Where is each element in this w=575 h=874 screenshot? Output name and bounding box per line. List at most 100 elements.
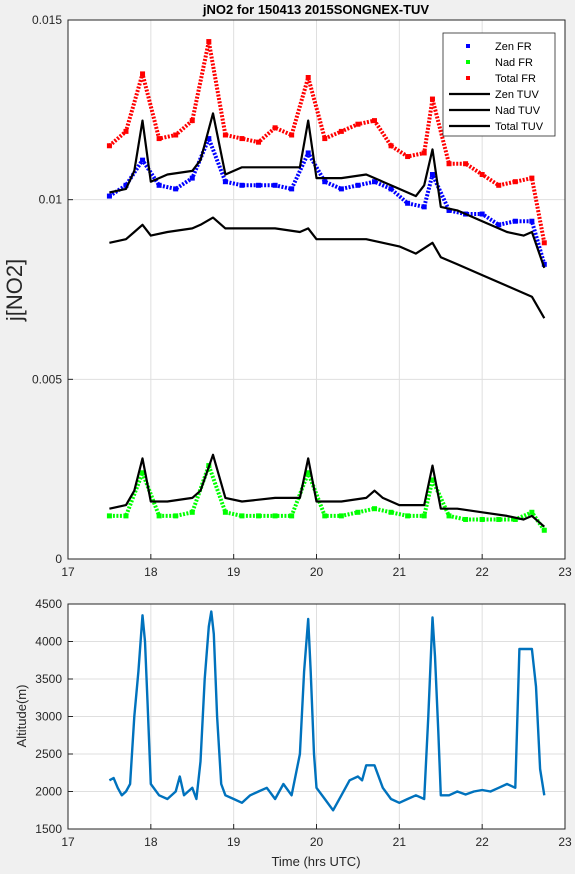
total-fr-point bbox=[388, 143, 394, 149]
zen-fr-band bbox=[108, 136, 547, 265]
y-tick-label: 0.015 bbox=[32, 13, 62, 27]
total-fr-point bbox=[463, 161, 469, 167]
top-legend: Zen FR Nad FR Total FR Zen TUV Nad TUV Total … bbox=[442, 32, 556, 137]
top-marks bbox=[106, 39, 547, 533]
nad-fr-band bbox=[109, 463, 546, 532]
bottom-y-axis-label: Altitude(m) bbox=[14, 685, 29, 748]
zen-tuv-line bbox=[109, 112, 546, 269]
zen-fr-point bbox=[541, 261, 547, 267]
y-tick-label: 1500 bbox=[35, 822, 62, 836]
x-tick-label: 17 bbox=[61, 835, 75, 849]
y-tick-label: 4500 bbox=[35, 597, 62, 611]
legend-box bbox=[442, 32, 556, 137]
y-tick-label: 0.005 bbox=[32, 372, 62, 386]
x-tick-label: 21 bbox=[393, 835, 407, 849]
x-tick-label: 18 bbox=[144, 835, 158, 849]
top-x-tick-labels: 17 18 19 20 21 22 23 bbox=[61, 565, 572, 579]
nad-fr-point bbox=[173, 513, 179, 519]
nad-fr-point bbox=[429, 477, 435, 483]
zen-fr-point bbox=[512, 218, 518, 224]
zen-fr-point bbox=[239, 182, 245, 188]
legend-items: Zen FR Nad FR Total FR Zen TUV Nad TUV Total … bbox=[449, 41, 544, 133]
total-fr-point bbox=[189, 118, 195, 124]
nad-fr-point bbox=[371, 506, 377, 512]
y-tick-label: 4000 bbox=[35, 635, 62, 649]
total-fr-point bbox=[446, 161, 452, 167]
nad-fr-point bbox=[479, 516, 485, 522]
nad-fr-legend-label: Nad FR bbox=[495, 57, 533, 69]
nad-fr-point bbox=[189, 509, 195, 515]
zen-fr-point bbox=[222, 179, 228, 185]
top-y-tick-labels: 0 0.005 0.01 0.015 bbox=[32, 13, 62, 566]
nad-fr-point bbox=[239, 513, 245, 519]
x-tick-label: 23 bbox=[558, 565, 572, 579]
y-tick-label: 0 bbox=[55, 552, 62, 566]
series-0-line bbox=[108, 610, 546, 812]
x-tick-label: 19 bbox=[227, 565, 241, 579]
nad-fr-point bbox=[541, 527, 547, 533]
total-fr-point bbox=[206, 39, 212, 45]
zen-fr-point bbox=[173, 186, 179, 192]
x-tick-label: 19 bbox=[227, 835, 241, 849]
zen-fr-point bbox=[156, 182, 162, 188]
nad-fr-series bbox=[106, 463, 547, 533]
x-tick-label: 17 bbox=[61, 565, 75, 579]
total-fr-point bbox=[239, 136, 245, 142]
x-tick-label: 21 bbox=[393, 565, 407, 579]
top-chart-title: jNO2 for 150413 2015SONGNEX-TUV bbox=[202, 2, 429, 17]
zen-tuv-legend-label: Zen TUV bbox=[495, 89, 539, 101]
bottom-plot-frame bbox=[67, 603, 566, 830]
zen-fr-point bbox=[446, 207, 452, 213]
total-fr-point bbox=[529, 175, 535, 181]
nad-fr-legend-marker bbox=[466, 60, 470, 64]
nad-fr-point bbox=[256, 513, 262, 519]
bottom-y-tick-labels: 1500 2000 2500 3000 3500 4000 4500 bbox=[35, 597, 62, 836]
nad-tuv-legend-label: Nad TUV bbox=[495, 105, 541, 117]
total-fr-point bbox=[305, 74, 311, 80]
top-chart: 17 18 19 20 21 22 23 0 0.005 0.01 0.015 jNO2 for … bbox=[2, 2, 572, 579]
total-fr-legend-marker bbox=[466, 76, 470, 80]
y-tick-label: 3500 bbox=[35, 672, 62, 686]
total-tuv-legend-label: Total TUV bbox=[495, 121, 544, 133]
nad-fr-point bbox=[123, 513, 129, 519]
nad-tuv-line bbox=[109, 453, 546, 528]
bottom-x-tick-labels: 17 18 19 20 21 22 23 bbox=[61, 835, 572, 849]
total-tuv-line bbox=[109, 216, 546, 319]
total-fr-point bbox=[496, 182, 502, 188]
zen-fr-point bbox=[338, 186, 344, 192]
nad-fr-point bbox=[388, 509, 394, 515]
total-fr-point bbox=[222, 132, 228, 138]
zen-fr-point bbox=[123, 182, 129, 188]
total-fr-point bbox=[429, 96, 435, 102]
total-fr-band bbox=[108, 39, 547, 244]
y-tick-label: 3000 bbox=[35, 710, 62, 724]
total-fr-point bbox=[272, 125, 278, 131]
x-tick-label: 18 bbox=[144, 565, 158, 579]
top-plot-frame bbox=[67, 19, 566, 560]
total-fr-series bbox=[106, 39, 547, 246]
x-tick-label: 23 bbox=[558, 835, 572, 849]
total-fr-legend-label: Total FR bbox=[495, 73, 536, 85]
zen-fr-point bbox=[388, 186, 394, 192]
y-tick-label: 2000 bbox=[35, 785, 62, 799]
zen-fr-point bbox=[371, 179, 377, 185]
x-tick-label: 20 bbox=[310, 565, 324, 579]
bottom-x-axis-label: Time (hrs UTC) bbox=[271, 854, 360, 869]
top-y-axis-label: j[NO2] bbox=[2, 259, 27, 322]
zen-fr-point bbox=[496, 222, 502, 228]
x-tick-label: 22 bbox=[475, 565, 489, 579]
zen-fr-legend-marker bbox=[466, 44, 470, 48]
zen-fr-point bbox=[289, 186, 295, 192]
total-fr-point bbox=[512, 179, 518, 185]
zen-fr-point bbox=[322, 179, 328, 185]
bottom-marks bbox=[108, 610, 546, 812]
x-tick-label: 22 bbox=[475, 835, 489, 849]
total-fr-point bbox=[289, 132, 295, 138]
zen-fr-legend-label: Zen FR bbox=[495, 41, 532, 53]
zen-fr-point bbox=[421, 204, 427, 210]
y-tick-label: 0.01 bbox=[39, 193, 63, 207]
zen-fr-point bbox=[206, 136, 212, 142]
x-tick-label: 20 bbox=[310, 835, 324, 849]
bottom-chart: 17 18 19 20 21 22 23 1500 2000 2500 3000 3500 4000 4… bbox=[14, 597, 572, 869]
